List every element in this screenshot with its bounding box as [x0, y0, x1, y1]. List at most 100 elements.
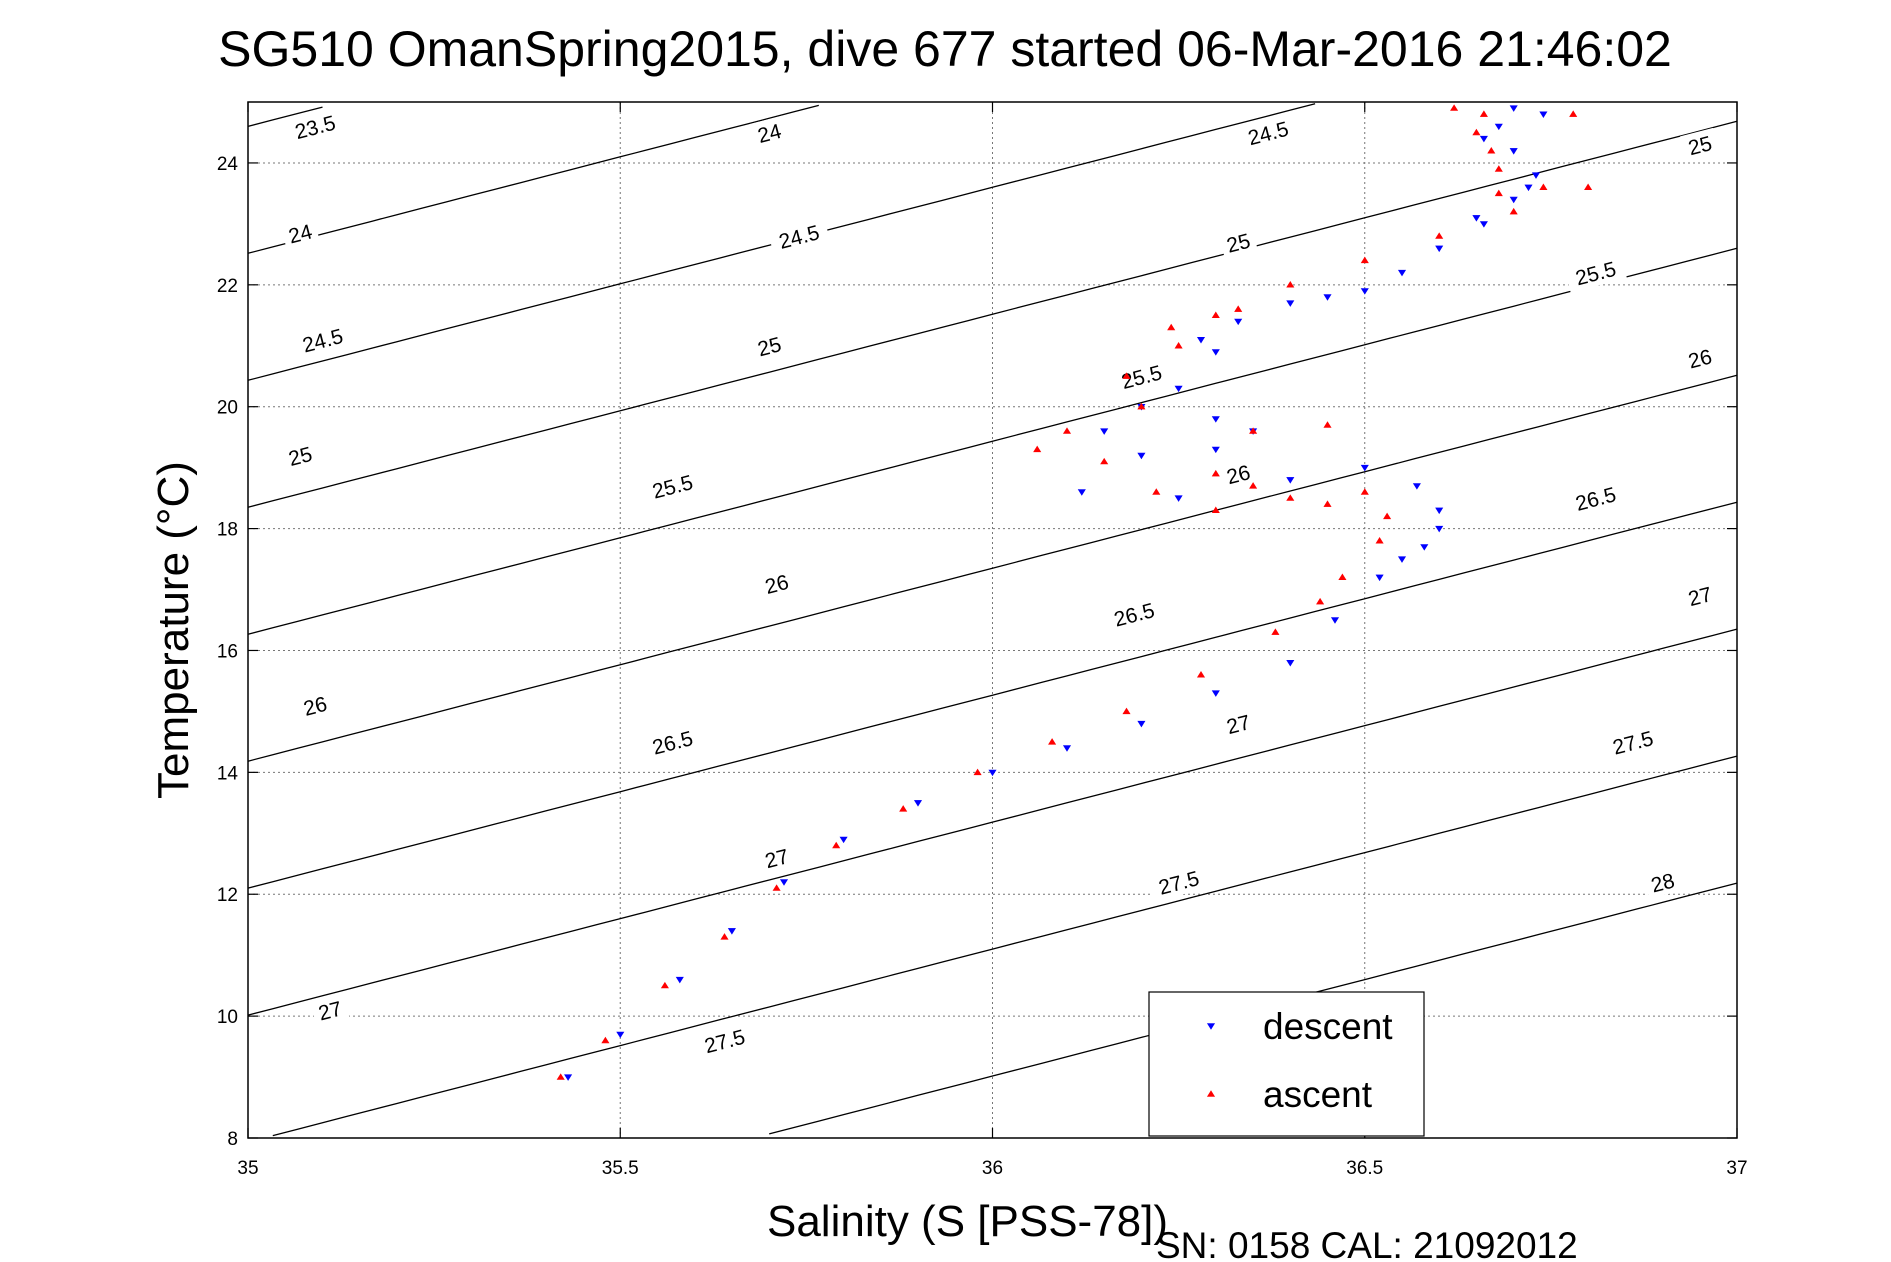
- ascent-point: [1122, 707, 1131, 715]
- y-tick-label: 8: [227, 1129, 238, 1150]
- y-tick-label: 22: [217, 276, 238, 297]
- isopycnal-label: 26: [756, 566, 797, 601]
- isopycnal-label: 26: [1680, 341, 1720, 375]
- legend-label-descent: descent: [1263, 1006, 1393, 1047]
- descent-point: [1286, 477, 1295, 484]
- ascent-point: [1323, 421, 1332, 428]
- descent-point: [1494, 123, 1503, 131]
- isopycnal-label-bg: [641, 722, 704, 762]
- isopycnal-label-text: 27.5: [702, 1026, 747, 1059]
- descent-point: [913, 800, 923, 807]
- ascent-point: [1338, 573, 1347, 581]
- isopycnal-label-bg: [641, 466, 704, 506]
- isopycnal-label-text: 25.5: [1573, 258, 1618, 291]
- descent-point: [727, 928, 736, 935]
- isopycnal-label-bg: [291, 319, 354, 360]
- ascent-point: [720, 933, 729, 940]
- descent-point: [1137, 452, 1146, 460]
- descent-point: [1420, 544, 1429, 551]
- ascent-point: [1211, 469, 1220, 477]
- descent-point: [839, 836, 848, 844]
- y-tick-label: 20: [217, 398, 238, 419]
- descent-point: [1472, 215, 1481, 222]
- ascent-point: [1211, 311, 1220, 319]
- descent-point: [1211, 349, 1220, 356]
- isopycnal-label-text: 27: [1686, 583, 1714, 611]
- descent-point: [1323, 294, 1332, 301]
- data-points: [556, 104, 1593, 1081]
- isopycnal-label-bg: [756, 566, 797, 601]
- isopycnal-label: 26: [295, 688, 335, 723]
- ascent-point: [1286, 281, 1295, 288]
- isopycnal-label: 27.5: [693, 1020, 756, 1061]
- isopycnal-label-bg: [1218, 706, 1258, 741]
- isopycnal-label-text: 26: [763, 571, 791, 599]
- y-tick-label: 18: [217, 520, 238, 541]
- isopycnal-label-bg: [693, 1020, 756, 1061]
- isopycnal-label-bg: [1218, 225, 1258, 260]
- isopycnal-label-text: 23.5: [293, 112, 338, 145]
- ascent-point: [973, 768, 982, 776]
- legend-marker-descent: [1206, 1023, 1216, 1030]
- ascent-point: [1539, 183, 1548, 190]
- isopycnal-label-text: 25: [755, 333, 783, 361]
- isopycnal-label-text: 27: [1224, 711, 1252, 739]
- descent-point: [1211, 416, 1220, 423]
- y-axis-label: Temperature (°C): [149, 461, 198, 799]
- descent-point: [1435, 507, 1444, 515]
- isopycnal-label-bg: [1147, 862, 1210, 902]
- isopycnal-label-bg: [280, 216, 320, 250]
- descent-point: [1286, 659, 1295, 667]
- descent-point: [1100, 428, 1109, 435]
- isopycnal-label: 27: [756, 840, 797, 875]
- ascent-point: [1435, 232, 1444, 239]
- descent-point: [1211, 446, 1220, 454]
- ascent-point: [1196, 671, 1206, 678]
- isopycnal-label: 23.5: [283, 106, 347, 147]
- isopycnal-label-bg: [1680, 127, 1720, 162]
- descent-point: [564, 1074, 573, 1081]
- descent-point: [1360, 464, 1369, 472]
- descent-point: [1524, 184, 1533, 192]
- ascent-point: [1450, 104, 1459, 111]
- ascent-point: [1509, 207, 1518, 215]
- chart-title: SG510 OmanSpring2015, dive 677 started 0…: [218, 21, 1672, 77]
- descent-point: [1479, 221, 1488, 228]
- ascent-point: [1584, 183, 1593, 190]
- ascent-point: [1323, 500, 1332, 507]
- descent-point: [1234, 318, 1243, 326]
- y-tick-label: 14: [217, 763, 239, 784]
- isopycnal-label-bg: [1680, 341, 1720, 375]
- ascent-point: [1234, 305, 1243, 312]
- isopycnal-label-text: 26: [1224, 461, 1252, 489]
- isopycnal-label-bg: [1236, 112, 1300, 153]
- descent-point: [1330, 617, 1340, 624]
- isopycnal-label: 24.5: [1236, 112, 1300, 153]
- legend-marker-descent: [1206, 1023, 1216, 1030]
- isopycnal-label: 27: [310, 993, 350, 1027]
- descent-point: [1360, 288, 1369, 295]
- ascent-point: [1487, 147, 1496, 154]
- x-tick-label: 35: [237, 1158, 258, 1179]
- isopycnal-label-text: 27: [763, 845, 791, 873]
- isopycnal-27: [247, 628, 1738, 1016]
- isopycnal-label: 25: [280, 438, 320, 473]
- ascent-point: [1137, 402, 1146, 410]
- isopycnal-label-text: 25: [1224, 230, 1252, 258]
- ascent-point: [1062, 427, 1072, 434]
- descent-point: [1062, 745, 1072, 752]
- isopycnal-label-bg: [1564, 252, 1627, 293]
- ascent-point: [899, 805, 908, 812]
- y-tick-label: 12: [217, 885, 238, 906]
- isopycnal-label-bg: [1642, 865, 1683, 899]
- y-tick-label: 10: [217, 1007, 238, 1028]
- descent-point: [1211, 690, 1220, 697]
- ascent-point: [1494, 189, 1503, 197]
- ascent-point: [772, 884, 781, 891]
- isopycnal-label: 27: [1218, 706, 1258, 741]
- serial-calibration-text: SN: 0158 CAL: 21092012: [1156, 1225, 1578, 1262]
- descent-point: [988, 769, 997, 777]
- ascent-point: [1048, 738, 1057, 745]
- ascent-point: [1316, 597, 1325, 605]
- descent-point: [1077, 489, 1086, 496]
